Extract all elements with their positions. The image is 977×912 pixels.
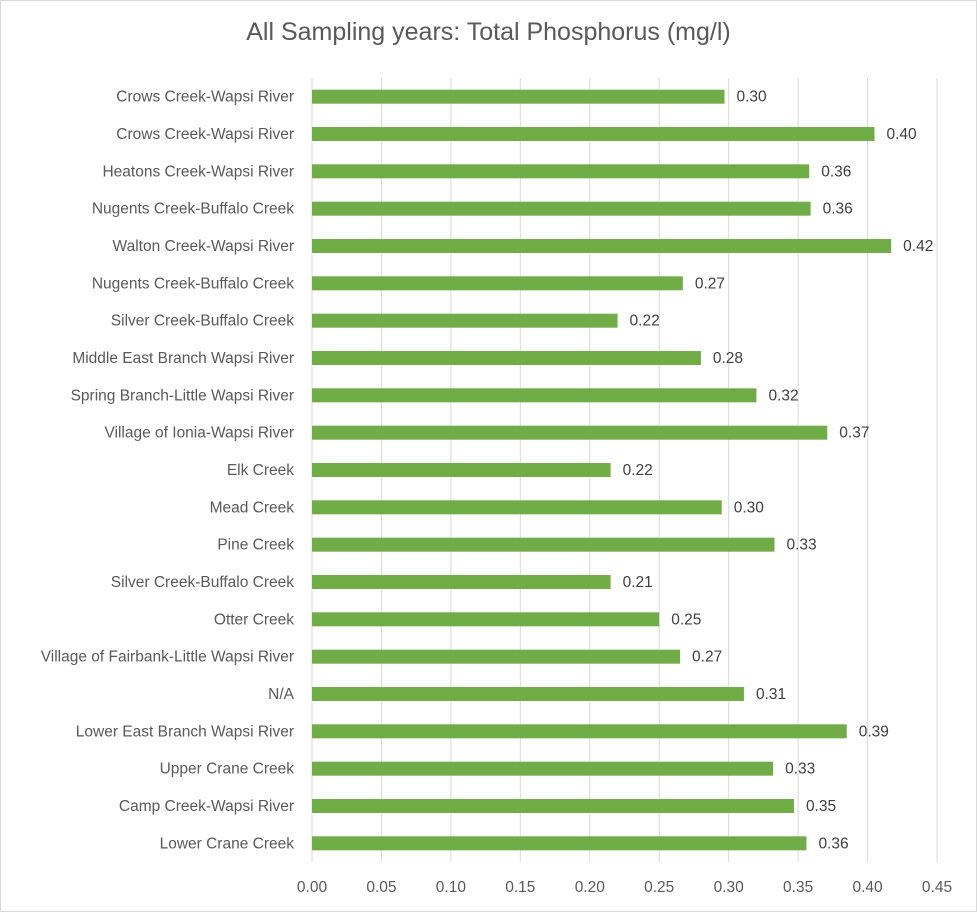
category-label: Heatons Creek-Wapsi River (102, 163, 294, 180)
category-label: Village of Fairbank-Little Wapsi River (41, 649, 294, 666)
value-label: 0.21 (623, 574, 653, 591)
bar (312, 388, 757, 403)
value-label: 0.33 (785, 761, 815, 778)
category-label: Silver Creek-Buffalo Creek (111, 313, 294, 330)
category-label: Walton Creek-Wapsi River (113, 238, 294, 255)
x-tick-labels: 0.00 0.05 0.10 0.15 0.20 0.25 0.30 0.35 0.40 0.45 (297, 879, 952, 896)
bar (312, 463, 611, 477)
value-label: 0.22 (630, 313, 660, 330)
category-label: Camp Creek-Wapsi River (119, 798, 294, 815)
value-label: 0.42 (903, 238, 933, 255)
category-label: Silver Creek-Buffalo Creek (111, 574, 294, 591)
bar (312, 575, 611, 589)
category-label: Otter Creek (214, 611, 294, 628)
bar (312, 836, 807, 851)
value-label: 0.40 (887, 126, 918, 143)
bar (312, 239, 892, 253)
value-labels: 0.30 0.40 0.36 0.36 0.42 0.27 0.22 0.28 0.32 0.37… (623, 89, 934, 853)
value-label: 0.32 (768, 387, 798, 404)
value-label: 0.36 (818, 835, 848, 852)
bar (312, 425, 828, 440)
category-label: Elk Creek (227, 462, 294, 479)
x-tick-label: 0.45 (922, 879, 952, 896)
x-tick-label: 0.15 (505, 879, 535, 896)
value-label: 0.27 (692, 649, 722, 666)
bar (312, 500, 722, 515)
bar (312, 724, 847, 739)
category-label: Village of Ionia-Wapsi River (104, 425, 294, 442)
category-label: Lower Crane Creek (160, 835, 295, 852)
value-label: 0.28 (713, 350, 743, 367)
value-label: 0.25 (671, 611, 701, 628)
value-label: 0.27 (695, 275, 725, 292)
bar (312, 313, 618, 328)
category-label: Crows Creek-Wapsi River (116, 126, 294, 143)
bar (312, 164, 810, 179)
x-tick-label: 0.40 (852, 879, 883, 896)
category-label: Upper Crane Creek (160, 761, 295, 778)
x-tick-label: 0.20 (575, 879, 606, 896)
x-tick-label: 0.00 (297, 879, 328, 896)
value-label: 0.31 (756, 686, 786, 703)
value-label: 0.30 (734, 499, 765, 516)
x-tick-label: 0.35 (783, 879, 813, 896)
value-label: 0.33 (787, 537, 817, 554)
x-tick-label: 0.30 (714, 879, 745, 896)
value-label: 0.35 (806, 798, 836, 815)
value-label: 0.39 (859, 723, 889, 740)
value-label: 0.36 (823, 201, 853, 218)
value-label: 0.22 (623, 462, 653, 479)
bar (312, 649, 681, 664)
bar (312, 276, 683, 291)
x-tick-label: 0.10 (436, 879, 467, 896)
bar (312, 761, 774, 776)
chart-title: All Sampling years: Total Phosphorus (mg… (246, 18, 731, 46)
category-label: Nugents Creek-Buffalo Creek (92, 201, 294, 218)
bar (312, 687, 744, 701)
bar (312, 89, 725, 104)
value-label: 0.30 (737, 89, 768, 106)
bar (312, 612, 660, 627)
category-label: Spring Branch-Little Wapsi River (71, 387, 294, 404)
bar (312, 201, 811, 216)
category-label: Pine Creek (217, 537, 294, 554)
bar (312, 127, 875, 141)
bar (312, 537, 775, 552)
category-label: Nugents Creek-Buffalo Creek (92, 275, 294, 292)
value-label: 0.37 (839, 425, 869, 442)
category-labels: Crows Creek-Wapsi River Crows Creek-Wapsi… (41, 89, 295, 853)
bars (312, 89, 892, 851)
category-label: N/A (268, 686, 295, 703)
x-tick-label: 0.05 (366, 879, 396, 896)
bar (312, 351, 701, 365)
category-label: Mead Creek (210, 499, 295, 516)
x-tick-label: 0.25 (644, 879, 674, 896)
bar (312, 799, 794, 813)
value-label: 0.36 (821, 163, 851, 180)
category-label: Middle East Branch Wapsi River (72, 350, 294, 367)
category-label: Lower East Branch Wapsi River (76, 723, 294, 740)
category-label: Crows Creek-Wapsi River (116, 89, 294, 106)
